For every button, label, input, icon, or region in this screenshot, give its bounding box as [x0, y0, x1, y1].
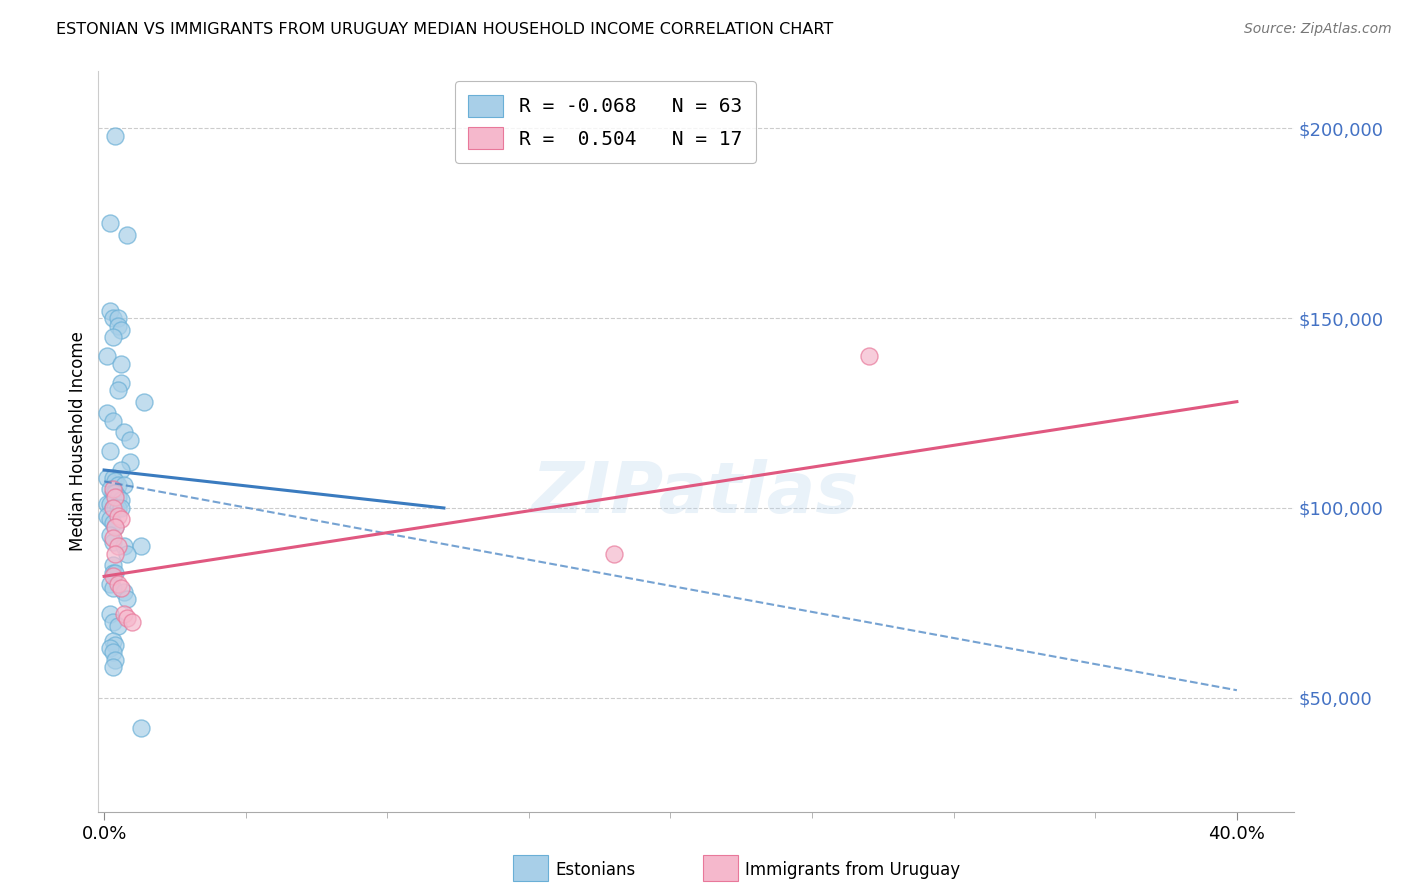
Point: [110, 463, 132, 477]
Point: [112, 478, 135, 492]
Point: [96, 470, 118, 484]
Point: [101, 569, 124, 583]
Point: [118, 433, 141, 447]
Point: [96, 497, 118, 511]
Point: [110, 357, 132, 371]
Point: [112, 539, 135, 553]
Point: [101, 414, 124, 428]
Legend: R = -0.068   N = 63, R =  0.504   N = 17: R = -0.068 N = 63, R = 0.504 N = 17: [454, 81, 756, 163]
Point: [101, 581, 124, 595]
Point: [96, 406, 118, 420]
Point: [98, 577, 121, 591]
Point: [107, 478, 129, 492]
Point: [107, 384, 129, 398]
Point: [107, 508, 129, 523]
Point: [107, 318, 129, 333]
Y-axis label: Median Household Income: Median Household Income: [69, 332, 87, 551]
Point: [104, 520, 127, 534]
Point: [104, 520, 127, 534]
Point: [115, 592, 138, 607]
Point: [96, 349, 118, 363]
Point: [104, 490, 127, 504]
Point: [104, 128, 127, 143]
Point: [101, 311, 124, 326]
Text: Source: ZipAtlas.com: Source: ZipAtlas.com: [1244, 22, 1392, 37]
Point: [101, 500, 124, 515]
Point: [110, 581, 132, 595]
Point: [101, 500, 124, 515]
Point: [112, 425, 135, 439]
Point: [107, 618, 129, 632]
Point: [101, 660, 124, 674]
Point: [129, 721, 152, 735]
Point: [107, 577, 129, 591]
Point: [115, 611, 138, 625]
Point: [98, 512, 121, 526]
Point: [104, 485, 127, 500]
Point: [110, 500, 132, 515]
Point: [110, 493, 132, 508]
Point: [132, 394, 155, 409]
Point: [101, 615, 124, 629]
Point: [104, 547, 127, 561]
Point: [101, 482, 124, 496]
Point: [98, 607, 121, 622]
Point: [98, 641, 121, 656]
Point: [107, 311, 129, 326]
Point: [104, 638, 127, 652]
Point: [110, 512, 132, 526]
Point: [112, 607, 135, 622]
Point: [603, 547, 626, 561]
Point: [858, 349, 880, 363]
Point: [110, 322, 132, 336]
Point: [101, 516, 124, 531]
Point: [107, 539, 129, 553]
Point: [101, 566, 124, 580]
Point: [104, 566, 127, 580]
Point: [104, 500, 127, 515]
Point: [104, 653, 127, 667]
Point: [101, 532, 124, 546]
Point: [98, 444, 121, 458]
Point: [101, 470, 124, 484]
Point: [101, 485, 124, 500]
Point: [98, 216, 121, 230]
Point: [115, 547, 138, 561]
Text: Estonians: Estonians: [555, 861, 636, 879]
Point: [101, 535, 124, 549]
Point: [98, 497, 121, 511]
Point: [98, 482, 121, 496]
Point: [129, 539, 152, 553]
Text: Immigrants from Uruguay: Immigrants from Uruguay: [745, 861, 960, 879]
Point: [121, 615, 143, 629]
Point: [107, 490, 129, 504]
Point: [110, 376, 132, 390]
Point: [115, 227, 138, 242]
Point: [98, 303, 121, 318]
Point: [96, 508, 118, 523]
Point: [104, 475, 127, 489]
Point: [101, 558, 124, 572]
Point: [107, 500, 129, 515]
Point: [101, 645, 124, 659]
Point: [101, 330, 124, 344]
Point: [98, 527, 121, 541]
Text: ZIPatlas: ZIPatlas: [533, 458, 859, 528]
Point: [118, 455, 141, 469]
Text: ESTONIAN VS IMMIGRANTS FROM URUGUAY MEDIAN HOUSEHOLD INCOME CORRELATION CHART: ESTONIAN VS IMMIGRANTS FROM URUGUAY MEDI…: [56, 22, 834, 37]
Point: [112, 584, 135, 599]
Point: [101, 633, 124, 648]
